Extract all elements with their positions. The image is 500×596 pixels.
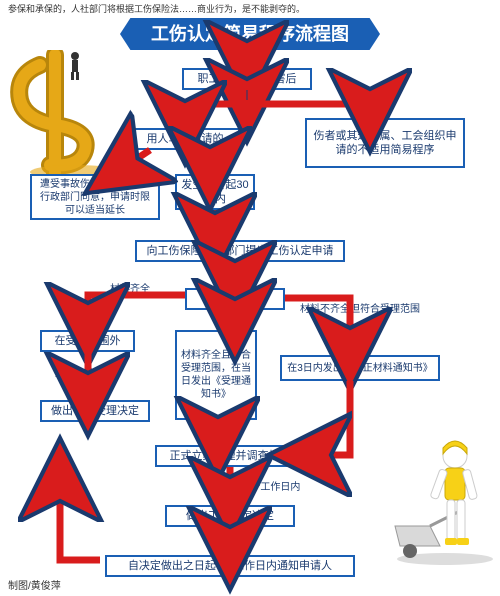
node-victim-apply: 伤者或其近亲属、工会组织申请的不适用简易程序 (305, 118, 465, 168)
credit: 制图/黄俊萍 (8, 577, 61, 592)
label-incomplete: 材料不齐全但符合受理范围 (300, 300, 420, 315)
node-accept: 材料齐全且符合受理范围，在当日发出《受理通知书》 (175, 330, 257, 420)
node-extend: 遭受事故伤害经工伤保险行政部门同意，申请时限可以适当延长 (30, 174, 160, 220)
node-employer-apply: 用人单位申请的 (130, 128, 240, 150)
node-supplement: 在3日内发出《补正材料通知书》 (280, 355, 440, 381)
node-investigate: 正式立案受理并调查核实 (155, 445, 305, 467)
node-decision: 做出工伤认定决定 (165, 505, 295, 527)
node-reject: 做出不予受理决定 (40, 400, 150, 422)
dollar-sign-graphic (5, 50, 125, 180)
node-start: 职工发生事故伤害后 (182, 68, 312, 90)
label-complete: 材料齐全 (110, 280, 150, 295)
node-review: 初步审核材料 (185, 288, 285, 310)
label-11days: 11个工作日内 (240, 478, 300, 493)
node-30days: 发生之日起30日内 (175, 174, 255, 210)
node-out-scope: 在受理范围外 (40, 330, 135, 352)
worker-graphic (385, 416, 495, 566)
node-notify: 自决定做出之日起6个工作日内通知申请人 (105, 555, 355, 577)
caption-top: 参保和承保的，人社部门将根据工伤保险法……商业行为，是不能剥夺的。 (8, 2, 305, 15)
title-banner: 工伤认定简易程序流程图 (120, 18, 380, 50)
label-20days: 20个工作日内 (55, 365, 116, 380)
node-submit: 向工伤保险行政部门提出工伤认定申请 (135, 240, 345, 262)
